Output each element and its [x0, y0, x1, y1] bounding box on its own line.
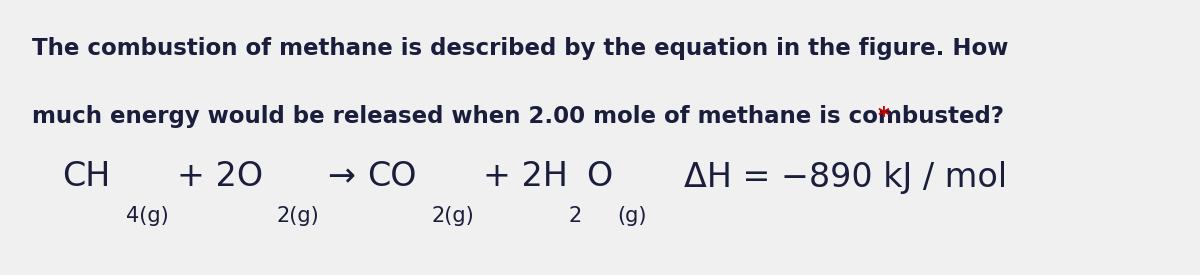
- Text: ΔH = −890 kJ / mol: ΔH = −890 kJ / mol: [684, 161, 1007, 194]
- Text: + 2O: + 2O: [176, 161, 263, 194]
- Text: 2: 2: [569, 206, 582, 226]
- Text: O: O: [586, 161, 612, 194]
- Text: 4(g): 4(g): [126, 206, 168, 226]
- Text: 2(g): 2(g): [276, 206, 319, 226]
- Text: The combustion of methane is described by the equation in the figure. How: The combustion of methane is described b…: [32, 37, 1009, 60]
- Text: much energy would be released when 2.00 mole of methane is combusted?: much energy would be released when 2.00 …: [32, 105, 1004, 128]
- Text: CO: CO: [367, 161, 416, 194]
- Text: + 2H: + 2H: [482, 161, 568, 194]
- Text: much energy would be released when 2.00 mole of methane is combusted? *: much energy would be released when 2.00 …: [32, 105, 1025, 128]
- Text: 2(g): 2(g): [432, 206, 474, 226]
- Text: (g): (g): [617, 206, 647, 226]
- Text: CH: CH: [62, 161, 110, 194]
- Text: →: →: [328, 161, 355, 194]
- Text: *: *: [877, 105, 889, 128]
